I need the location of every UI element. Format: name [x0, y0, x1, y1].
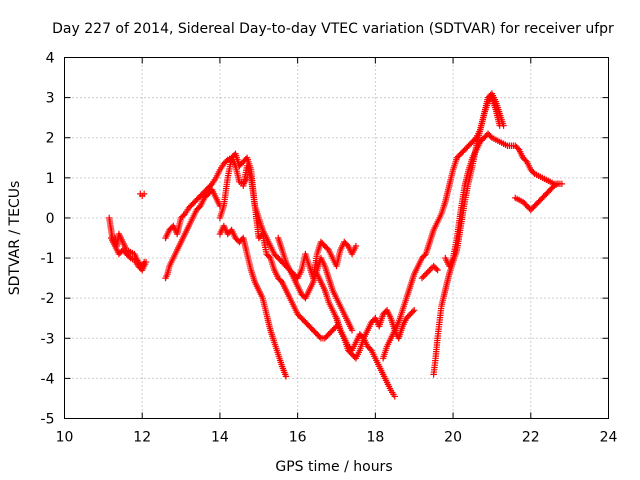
data-point [391, 393, 398, 400]
y-tick-label: 1 [46, 171, 55, 187]
x-axis-label: GPS time / hours [275, 459, 392, 475]
y-tick-label: 4 [46, 51, 55, 67]
x-tick-label: 20 [444, 430, 462, 446]
data-point [126, 253, 133, 260]
y-tick-label: -5 [41, 412, 55, 428]
data-point [423, 270, 430, 277]
data-point [427, 265, 434, 273]
data-point [332, 324, 339, 331]
series-track-d [162, 154, 251, 242]
data-point [265, 253, 273, 260]
data-point [352, 242, 360, 250]
chart-title: Day 227 of 2014, Sidereal Day-to-day VTE… [52, 21, 614, 37]
data-point [366, 345, 374, 353]
data-point [549, 183, 557, 191]
data-point [324, 245, 331, 252]
data-point [421, 271, 429, 279]
x-tick-label: 22 [522, 430, 540, 446]
data-point [142, 258, 150, 266]
data-point [514, 145, 522, 152]
y-tick-label: 2 [46, 131, 55, 147]
series-track-c [137, 190, 148, 200]
data-point [418, 274, 426, 282]
series-track-o [512, 180, 562, 214]
plot-frame [64, 57, 609, 419]
data-point [487, 133, 494, 140]
data-point [421, 252, 428, 259]
x-tick-label: 14 [211, 430, 229, 446]
series-track-b [107, 234, 150, 274]
data-point [409, 308, 417, 315]
data-point [207, 181, 215, 189]
data-point [426, 267, 433, 274]
series-track-g [216, 150, 340, 342]
y-tick-label: 3 [46, 91, 55, 107]
x-tick-label: 10 [56, 430, 74, 446]
data-point [522, 157, 529, 164]
data-point [530, 169, 537, 176]
data-point [554, 180, 562, 188]
y-tick-label: -1 [41, 251, 55, 267]
data-point [282, 373, 290, 380]
data-point [434, 266, 441, 274]
y-tick-label: -3 [41, 331, 55, 347]
data-point [500, 122, 507, 129]
x-tick-label: 18 [366, 430, 384, 446]
data-point [411, 307, 418, 314]
data-point [420, 273, 427, 280]
x-tick-label: 12 [133, 430, 151, 446]
data-point [348, 327, 356, 334]
series-track-p [418, 262, 441, 282]
y-tick-label: -4 [41, 371, 55, 387]
series-track-e [162, 186, 224, 282]
data-point [424, 268, 432, 276]
series-track-i [275, 234, 356, 334]
data-point [316, 333, 323, 341]
y-tick-label: -2 [41, 291, 55, 307]
y-tick-label: 0 [46, 211, 55, 227]
axis-ticks [64, 57, 609, 419]
data-point [140, 190, 148, 198]
data-point [180, 212, 187, 219]
data-point [223, 157, 230, 165]
data-points [105, 90, 566, 400]
x-tick-label: 24 [600, 430, 618, 446]
grid-lines [64, 57, 609, 419]
x-tick-label: 16 [289, 430, 307, 446]
data-point [433, 265, 440, 272]
data-point [277, 277, 285, 284]
series-track-n [442, 130, 566, 270]
y-axis-label: SDTVAR / TECUs [7, 181, 23, 296]
data-point [196, 204, 203, 211]
series-track-h [240, 162, 360, 282]
series-track-m [430, 90, 507, 378]
series-track-f [216, 222, 290, 380]
data-point [343, 241, 351, 248]
